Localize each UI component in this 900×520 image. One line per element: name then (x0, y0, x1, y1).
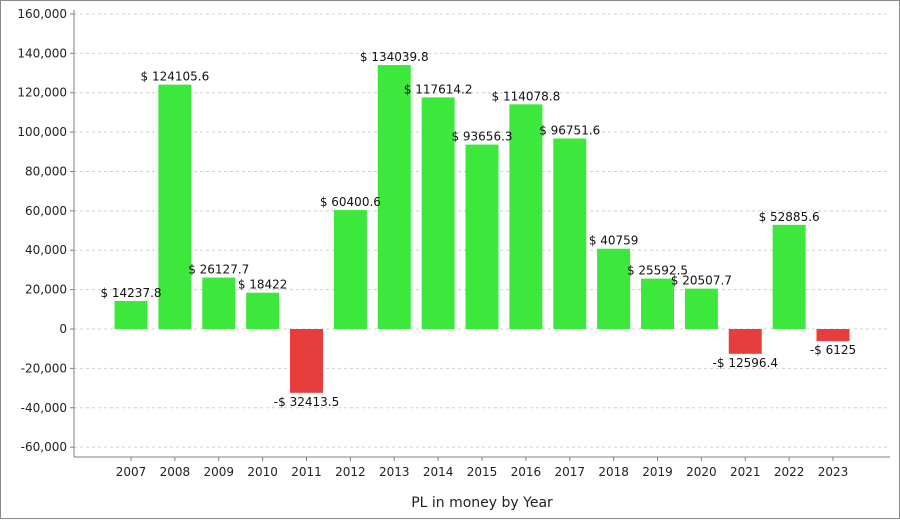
data-label: $ 25592.5 (627, 264, 688, 278)
bar (114, 300, 148, 330)
bar (509, 104, 543, 330)
x-tick-label: 2012 (335, 465, 366, 479)
bar (246, 292, 280, 330)
y-tick-label: 100,000 (17, 125, 67, 139)
x-tick-label: 2016 (511, 465, 542, 479)
bar (641, 278, 674, 330)
x-tick-label: 2018 (598, 465, 629, 479)
x-tick-label: 2014 (423, 465, 454, 479)
data-label: -$ 6125 (810, 343, 856, 357)
bar (290, 329, 323, 393)
bar (597, 248, 631, 330)
y-tick-label: -40,000 (21, 401, 67, 415)
data-label: $ 20507.7 (671, 274, 732, 288)
data-label: $ 26127.7 (188, 263, 249, 277)
data-label: -$ 32413.5 (274, 395, 339, 409)
bar (377, 65, 411, 330)
x-tick-label: 2008 (160, 465, 191, 479)
bar (421, 97, 455, 330)
bar (553, 138, 587, 330)
x-tick-label: 2007 (116, 465, 147, 479)
data-label: $ 117614.2 (404, 82, 473, 96)
y-tick-labels: -60,000 -40,000 -20,000 0 20,000 40,000 60,000… (17, 7, 67, 454)
x-tick-labels: 2007 2008 2009 2010 2011 2012 2013 2014 2015 2016… (116, 457, 849, 479)
data-label: $ 18422 (238, 278, 288, 292)
y-tick-label: 40,000 (25, 243, 67, 257)
y-tick-label: 120,000 (17, 86, 67, 100)
bar (333, 210, 367, 330)
y-tick-label: 140,000 (17, 46, 67, 60)
data-label: $ 114078.8 (492, 89, 561, 103)
x-tick-label: 2019 (642, 465, 673, 479)
x-tick-label: 2010 (247, 465, 278, 479)
y-tick-label: -20,000 (21, 361, 67, 375)
data-label: $ 14237.8 (100, 286, 161, 300)
bar (684, 288, 718, 330)
bar (202, 277, 236, 330)
bar (465, 144, 499, 330)
bar (816, 329, 850, 342)
x-tick-label: 2011 (291, 465, 322, 479)
x-tick-label: 2017 (554, 465, 585, 479)
data-label: $ 134039.8 (360, 50, 429, 64)
y-tick-label: 160,000 (17, 7, 67, 21)
y-tick-label: 20,000 (25, 283, 67, 297)
data-label: $ 124105.6 (141, 70, 210, 84)
data-label: $ 40759 (589, 234, 639, 248)
bar (772, 224, 806, 330)
bars (114, 65, 850, 393)
data-label: $ 60400.6 (320, 195, 381, 209)
x-tick-label: 2020 (686, 465, 717, 479)
data-label: $ 52885.6 (759, 210, 820, 224)
data-labels: $ 14237.8 $ 124105.6 $ 26127.7$ 18422 -$ 32… (100, 50, 856, 409)
x-tick-label: 2023 (818, 465, 849, 479)
y-tick-label: -60,000 (21, 440, 67, 454)
data-label: $ 93656.3 (451, 130, 512, 144)
y-tick-label: 0 (59, 322, 67, 336)
y-tick-label: 60,000 (25, 204, 67, 218)
x-tick-label: 2013 (379, 465, 410, 479)
x-tick-label: 2022 (774, 465, 805, 479)
data-label: $ 96751.6 (539, 123, 600, 137)
y-tick-label: 80,000 (25, 164, 67, 178)
x-tick-label: 2009 (203, 465, 234, 479)
data-label: -$ 12596.4 (713, 356, 778, 370)
bar (158, 84, 192, 330)
bar (728, 329, 762, 354)
x-axis-title: PL in money by Year (411, 495, 553, 511)
x-tick-label: 2015 (467, 465, 498, 479)
x-tick-label: 2021 (730, 465, 761, 479)
